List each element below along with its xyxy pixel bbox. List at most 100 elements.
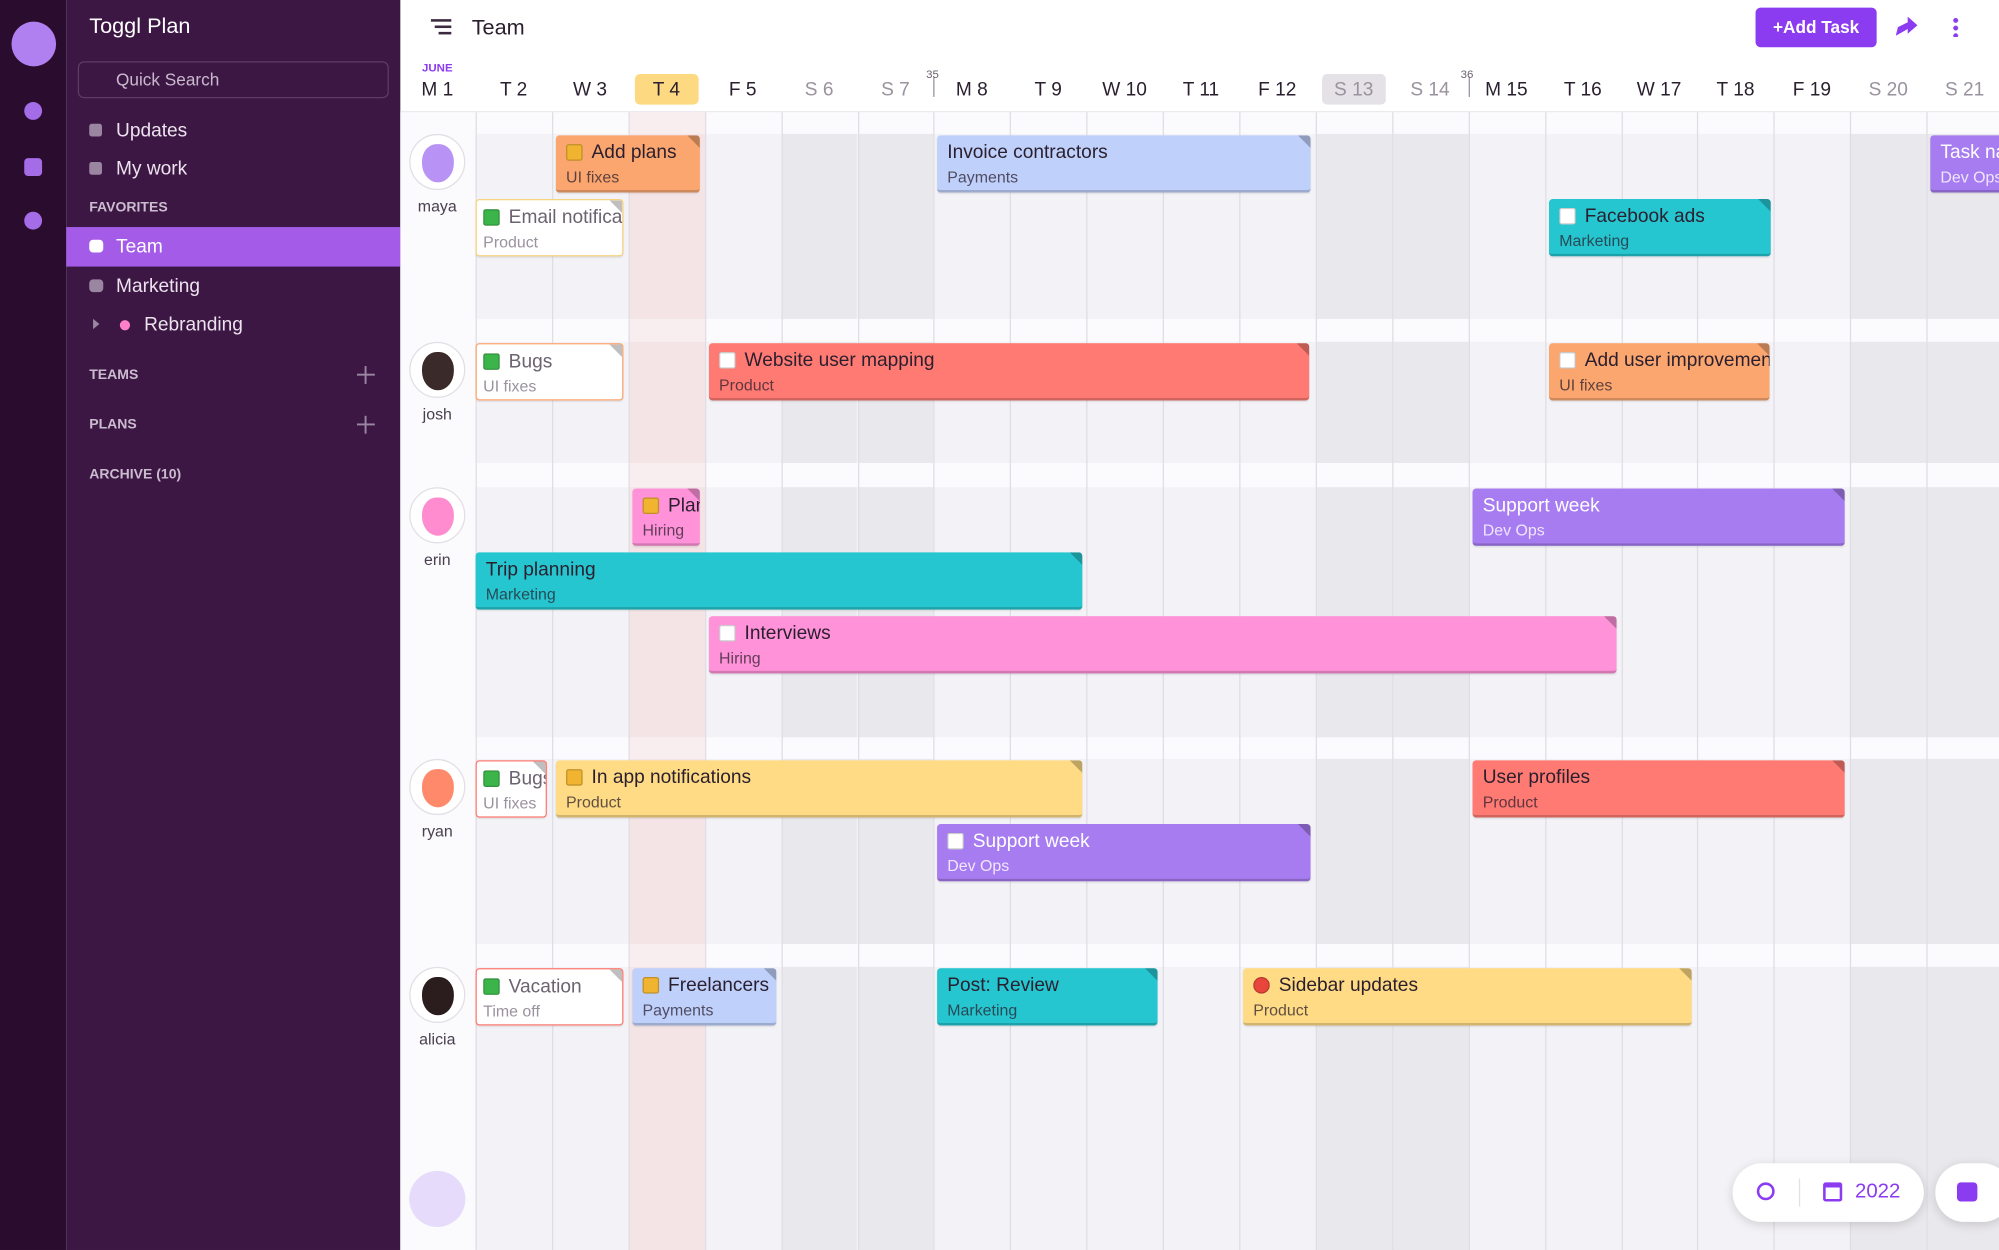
task-card[interactable]: Facebook ads Marketing [1549, 198, 1771, 257]
nav-item[interactable]: Updates [116, 119, 188, 142]
page-title: Team [471, 15, 525, 40]
weekend-col [1315, 487, 1392, 738]
expand-arrow[interactable] [93, 318, 100, 330]
task-card[interactable]: Post: Review Marketing [937, 968, 1158, 1026]
day-label[interactable]: T 11 [1182, 79, 1220, 101]
task-icon [483, 353, 500, 370]
day-label[interactable]: T 9 [1034, 79, 1062, 101]
archive[interactable]: ARCHIVE (10) [89, 466, 182, 483]
week-number: 35 [926, 67, 939, 81]
task-project: Product [483, 233, 539, 252]
member-name: erin [424, 551, 451, 569]
plan-dot [119, 320, 131, 331]
more-icon[interactable] [1953, 16, 1959, 37]
favorite-item[interactable]: Rebranding [144, 313, 243, 336]
day-label[interactable]: T 2 [499, 79, 528, 101]
app-name[interactable]: Toggl Plan [89, 14, 191, 39]
task-card[interactable]: Bugs UI fixes [475, 343, 624, 401]
grid-line [1697, 112, 1699, 1250]
task-card[interactable]: User profiles Product [1472, 760, 1845, 818]
task-card[interactable]: Website user mapping Product [708, 343, 1310, 401]
add-icon[interactable] [356, 366, 375, 384]
weekend-col [1315, 341, 1392, 464]
inbox-button[interactable] [1935, 1163, 1999, 1222]
grid-line [1544, 112, 1546, 1250]
task-icon [1253, 977, 1270, 994]
task-title: In app notifications [591, 766, 752, 789]
day-label[interactable]: F 12 [1258, 79, 1297, 101]
avatar[interactable] [409, 133, 466, 191]
day-label[interactable]: S 14 [1410, 79, 1450, 101]
day-label[interactable]: M 1 [421, 79, 454, 101]
strip-icon[interactable] [24, 158, 43, 177]
weekend-col [1850, 758, 1927, 944]
add-task-button[interactable]: +Add Task [1755, 7, 1877, 48]
avatar[interactable] [409, 966, 466, 1023]
day-label[interactable]: W 10 [1102, 79, 1147, 101]
task-corner [687, 135, 700, 148]
grid-line [857, 112, 859, 1250]
task-card[interactable]: Support week Dev Ops [1472, 488, 1845, 546]
task-card[interactable]: Email notifications Product [475, 198, 624, 257]
task-card[interactable]: Add plans UI fixes [555, 135, 700, 193]
favorite-item[interactable]: Team [116, 235, 163, 258]
task-card[interactable]: Trip planning Marketing [475, 552, 1083, 610]
day-label[interactable]: T 16 [1563, 79, 1602, 101]
task-card[interactable]: Vacation Time off [475, 968, 624, 1026]
nav-item[interactable]: My work [116, 158, 188, 180]
day-label[interactable]: M 8 [955, 79, 988, 101]
year-label[interactable]: 2022 [1854, 1181, 1901, 1203]
search[interactable] [77, 61, 389, 99]
zoom-icon[interactable] [1756, 1182, 1775, 1201]
weekend-col [857, 966, 934, 1250]
grid-line [1162, 112, 1165, 1250]
day-label[interactable]: S 7 [881, 79, 910, 101]
task-card[interactable]: Invoice contractors Payments [937, 135, 1311, 193]
day-label[interactable]: W 3 [573, 79, 608, 101]
avatar[interactable] [409, 341, 466, 398]
task-icon [947, 832, 964, 850]
grid-line [704, 112, 706, 1250]
day-label[interactable]: F 5 [728, 79, 757, 101]
task-card[interactable]: Freelancers Payments [632, 968, 777, 1026]
avatar[interactable] [409, 758, 466, 816]
day-label[interactable]: F 19 [1792, 79, 1831, 101]
strip-icon[interactable] [24, 102, 43, 120]
task-card[interactable]: Sidebar updates Product [1243, 968, 1692, 1026]
weekend-col [1391, 758, 1469, 944]
menu-icon[interactable] [430, 19, 452, 35]
task-card[interactable]: Planning Hiring [632, 488, 700, 546]
strip-icon[interactable] [24, 211, 43, 230]
logo[interactable] [11, 21, 57, 67]
avatar[interactable] [409, 487, 466, 544]
add-icon[interactable] [356, 415, 375, 434]
grid-line [933, 112, 935, 1250]
grid-line [1468, 112, 1470, 1250]
day-label[interactable]: S 6 [804, 79, 834, 101]
day-label[interactable]: T 18 [1716, 79, 1755, 101]
task-card[interactable]: Add user improvements UI fixes [1549, 343, 1770, 401]
grid-line [475, 112, 477, 1250]
task-card[interactable]: Support week Dev Ops [937, 823, 1311, 882]
task-card[interactable]: Bugs UI fixes [475, 760, 547, 818]
day-label[interactable]: T 4 [652, 79, 681, 101]
grid-line [1391, 112, 1394, 1250]
task-icon [719, 352, 736, 369]
task-card[interactable]: In app notifications Product [555, 760, 1083, 818]
calendar-icon[interactable] [1823, 1182, 1843, 1202]
favorite-item[interactable]: Marketing [116, 274, 200, 297]
share-icon[interactable] [1895, 16, 1918, 36]
section-heading: PLANS [89, 417, 137, 433]
day-label[interactable]: M 15 [1485, 79, 1528, 101]
task-corner [1296, 343, 1310, 356]
day-label[interactable]: S 13 [1334, 79, 1374, 101]
day-label[interactable]: S 20 [1868, 79, 1908, 101]
week-divider [933, 76, 935, 97]
day-label[interactable]: S 21 [1944, 79, 1985, 101]
task-icon [642, 977, 660, 994]
task-card[interactable]: Task name Dev Ops [1930, 135, 1999, 193]
member-name: ryan [421, 822, 453, 841]
add-member-button[interactable] [409, 1170, 466, 1228]
task-card[interactable]: Interviews Hiring [708, 616, 1617, 674]
day-label[interactable]: W 17 [1636, 79, 1682, 101]
